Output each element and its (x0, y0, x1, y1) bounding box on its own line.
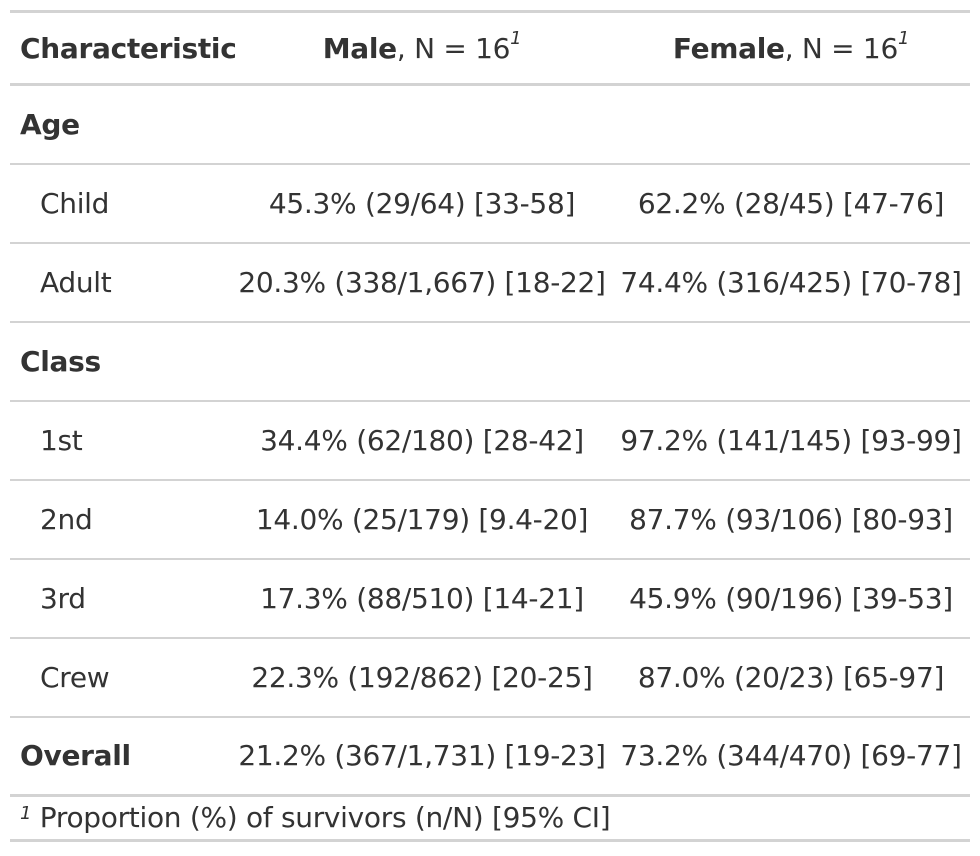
female-value: 87.7% (93/106) [80-93] (629, 502, 953, 536)
header-female-label: Female (672, 31, 785, 65)
group-label: Class (20, 344, 101, 378)
female-value: 87.0% (20/23) [65-97] (637, 660, 945, 694)
female-value: 74.4% (316/425) [70-78] (620, 265, 962, 299)
female-value: 62.2% (28/45) [47-76] (637, 186, 945, 220)
male-value: 17.3% (88/510) [14-21] (260, 581, 584, 615)
male-value: 34.4% (62/180) [28-42] (260, 423, 584, 457)
row-label: Crew (40, 660, 110, 694)
table-row: Child 45.3% (29/64) [33-58] 62.2% (28/45… (10, 163, 970, 243)
overall-row: Overall 21.2% (367/1,731) [19-23] 73.2% … (10, 716, 970, 796)
male-value: 20.3% (338/1,667) [18-22] (238, 265, 606, 299)
table-row: 1st 34.4% (62/180) [28-42] 97.2% (141/14… (10, 400, 970, 480)
male-value: 21.2% (367/1,731) [19-23] (238, 739, 606, 773)
row-label: 3rd (40, 581, 86, 615)
male-value: 14.0% (25/179) [9.4-20] (255, 502, 589, 536)
table-body: Age Child 45.3% (29/64) [33-58] 62.2% (2… (10, 85, 970, 796)
header-male-footnote-mark: 1 (510, 27, 522, 49)
female-value: 45.9% (90/196) [39-53] (629, 581, 953, 615)
header-row: Characteristic Male, N = 161 Female, N =… (10, 11, 970, 85)
female-value: 73.2% (344/470) [69-77] (620, 739, 962, 773)
group-row-class: Class (10, 321, 970, 401)
header-female-n: , N = 16 (784, 31, 899, 65)
summary-table-container: Characteristic Male, N = 161 Female, N =… (10, 10, 970, 842)
row-label: 2nd (40, 502, 93, 536)
overall-label: Overall (20, 739, 131, 773)
header-characteristic: Characteristic (20, 31, 237, 65)
group-row-age: Age (10, 85, 970, 164)
row-label: Adult (40, 265, 112, 299)
summary-table: Characteristic Male, N = 161 Female, N =… (10, 10, 970, 797)
header-male: Male, N = 161 (232, 12, 612, 85)
header-male-label: Male (322, 31, 397, 65)
group-label: Age (20, 107, 80, 141)
header-male-n: , N = 16 (396, 31, 511, 65)
header-female: Female, N = 161 (612, 12, 970, 85)
footnote-mark: 1 (20, 803, 32, 824)
footnote-text: Proportion (%) of survivors (n/N) [95% C… (31, 801, 611, 834)
male-value: 22.3% (192/862) [20-25] (251, 660, 593, 694)
row-label: Child (40, 186, 110, 220)
male-value: 45.3% (29/64) [33-58] (268, 186, 576, 220)
table-footnote: 1 Proportion (%) of survivors (n/N) [95%… (10, 797, 970, 842)
table-header: Characteristic Male, N = 161 Female, N =… (10, 11, 970, 85)
table-row: 3rd 17.3% (88/510) [14-21] 45.9% (90/196… (10, 558, 970, 638)
row-label: 1st (40, 423, 83, 457)
table-row: 2nd 14.0% (25/179) [9.4-20] 87.7% (93/10… (10, 479, 970, 559)
header-female-footnote-mark: 1 (897, 27, 910, 49)
table-row: Crew 22.3% (192/862) [20-25] 87.0% (20/2… (10, 637, 970, 717)
female-value: 97.2% (141/145) [93-99] (620, 423, 962, 457)
table-row: Adult 20.3% (338/1,667) [18-22] 74.4% (3… (10, 242, 970, 322)
